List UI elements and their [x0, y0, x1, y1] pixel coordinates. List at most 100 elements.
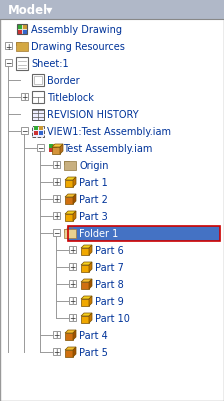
Polygon shape: [73, 330, 76, 340]
Bar: [53, 178, 60, 186]
Text: Test Assembly.iam: Test Assembly.iam: [63, 144, 152, 154]
Text: −: −: [53, 229, 59, 238]
Text: ▼: ▼: [46, 6, 52, 15]
Bar: [64, 229, 69, 233]
Bar: [39, 127, 43, 131]
Bar: [16, 43, 28, 52]
Text: Model: Model: [8, 4, 48, 16]
Polygon shape: [65, 178, 76, 180]
Bar: [39, 132, 43, 136]
Bar: [69, 263, 76, 270]
Bar: [69, 246, 76, 253]
Polygon shape: [89, 279, 92, 289]
Text: Assembly Drawing: Assembly Drawing: [31, 25, 122, 35]
Bar: [53, 213, 60, 219]
Bar: [34, 132, 38, 136]
Polygon shape: [89, 262, 92, 272]
Polygon shape: [81, 262, 92, 265]
Polygon shape: [60, 145, 63, 155]
Text: +: +: [53, 348, 59, 356]
Polygon shape: [73, 178, 76, 188]
Polygon shape: [52, 145, 63, 148]
Text: Part 8: Part 8: [95, 279, 124, 289]
Text: Folder 1: Folder 1: [79, 229, 118, 239]
Bar: [69, 297, 76, 304]
Bar: [16, 43, 21, 46]
Bar: [53, 149, 57, 153]
Text: +: +: [69, 263, 75, 272]
Text: +: +: [69, 297, 75, 306]
Bar: [49, 149, 53, 153]
Bar: [65, 180, 73, 188]
Bar: [68, 227, 220, 241]
Bar: [53, 229, 60, 237]
Text: +: +: [53, 161, 59, 170]
Text: +: +: [69, 280, 75, 289]
Polygon shape: [81, 313, 92, 316]
Text: +: +: [5, 43, 11, 51]
Bar: [32, 110, 44, 121]
Polygon shape: [81, 279, 92, 282]
Text: Sheet:1: Sheet:1: [31, 59, 69, 69]
Text: Titleblock: Titleblock: [47, 93, 94, 103]
Text: Part 3: Part 3: [79, 211, 108, 221]
Text: Part 7: Part 7: [95, 262, 124, 272]
Bar: [32, 92, 44, 104]
Polygon shape: [65, 211, 76, 215]
Bar: [53, 196, 60, 203]
Text: Drawing Resources: Drawing Resources: [31, 42, 125, 52]
Bar: [64, 162, 69, 164]
Bar: [81, 265, 89, 272]
Text: Part 5: Part 5: [79, 347, 108, 357]
Text: Border: Border: [47, 76, 80, 86]
Text: Part 9: Part 9: [95, 296, 124, 306]
Bar: [5, 43, 12, 50]
Bar: [37, 145, 44, 152]
Bar: [53, 331, 60, 338]
Bar: [53, 162, 60, 168]
Bar: [17, 25, 22, 30]
Bar: [65, 198, 73, 205]
Bar: [81, 282, 89, 289]
Bar: [49, 145, 53, 149]
Polygon shape: [73, 194, 76, 205]
Bar: [34, 77, 42, 85]
Bar: [65, 333, 73, 340]
Bar: [64, 162, 76, 170]
Bar: [16, 58, 28, 71]
Bar: [0, 0, 224, 20]
Bar: [64, 229, 76, 239]
Bar: [34, 127, 38, 131]
Text: +: +: [21, 93, 27, 102]
Text: −: −: [21, 127, 27, 136]
Bar: [69, 314, 76, 321]
Bar: [81, 248, 89, 255]
Text: +: +: [53, 195, 59, 204]
Bar: [68, 227, 220, 241]
Polygon shape: [81, 245, 92, 248]
Bar: [21, 128, 28, 135]
Bar: [32, 127, 44, 138]
Polygon shape: [65, 330, 76, 333]
Bar: [52, 148, 60, 155]
Bar: [53, 348, 60, 355]
Polygon shape: [73, 347, 76, 357]
Polygon shape: [65, 194, 76, 198]
Text: +: +: [69, 314, 75, 323]
Text: +: +: [53, 212, 59, 221]
Text: Part 1: Part 1: [79, 178, 108, 188]
Bar: [17, 30, 22, 35]
Text: Origin: Origin: [79, 160, 108, 170]
Text: VIEW1:Test Assembly.iam: VIEW1:Test Assembly.iam: [47, 127, 171, 137]
Text: Part 6: Part 6: [95, 245, 124, 255]
Text: +: +: [53, 178, 59, 187]
Bar: [22, 25, 27, 30]
Text: −: −: [37, 144, 43, 153]
Text: +: +: [69, 246, 75, 255]
Text: +: +: [53, 331, 59, 340]
Bar: [5, 60, 12, 67]
Polygon shape: [89, 313, 92, 323]
Bar: [22, 30, 27, 35]
Polygon shape: [81, 296, 92, 299]
Polygon shape: [73, 211, 76, 221]
